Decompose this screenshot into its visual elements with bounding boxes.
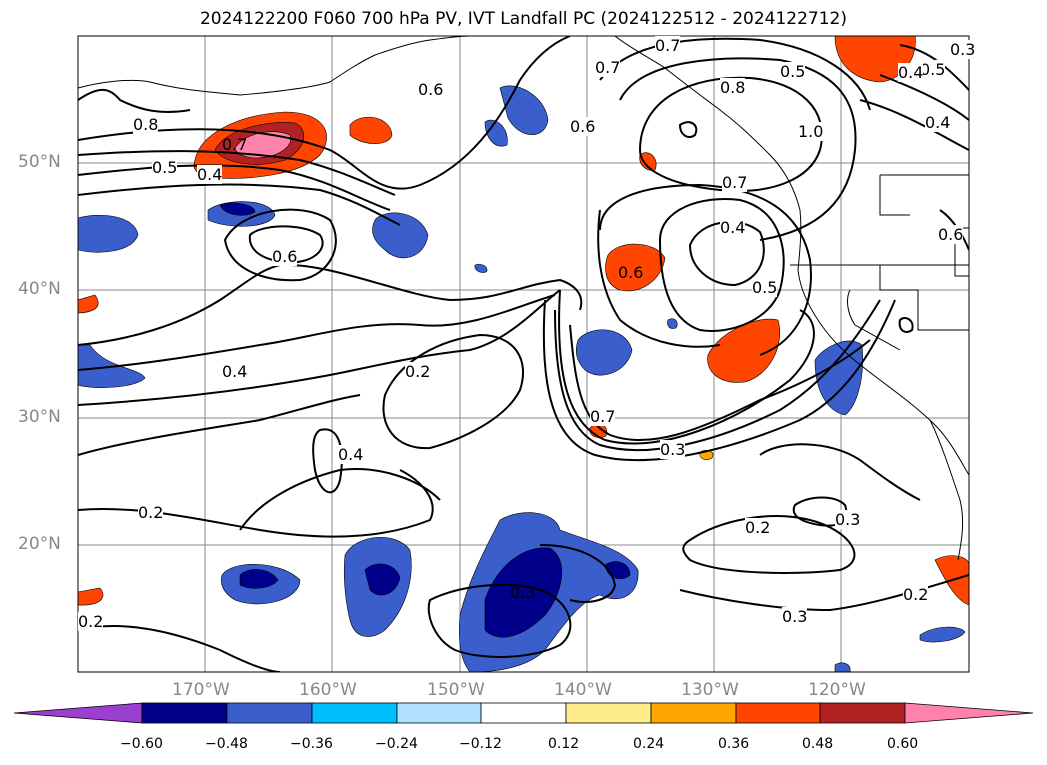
colorbar-tick: −0.60 [120,736,163,752]
lon-label-170w: 170°W [172,680,230,700]
contour-label: 0.8 [133,115,159,134]
lon-label-120w: 120°W [808,680,866,700]
contour-label: 0.6 [570,117,596,136]
contour-label: 0.7 [655,36,681,55]
colorbar-extend-max [904,702,1034,724]
colorbar-tick: −0.48 [205,736,248,752]
contour-label: 0.5 [752,278,778,297]
contour-label: 0.6 [272,247,298,266]
lon-label-150w: 150°W [427,680,485,700]
contour-label: 0.3 [782,607,808,626]
contour-label: 0.3 [835,510,861,529]
lat-label-20n: 20°N [18,534,61,554]
contour-label: 0.7 [722,173,748,192]
coastlines [78,36,969,561]
contour-label: 0.7 [222,135,248,154]
contour-label: 0.5 [152,158,178,177]
contour-label: 0.7 [590,407,616,426]
lon-label-140w: 140°W [554,680,612,700]
colorbar [13,702,1034,724]
contour-label: 0.4 [338,445,364,464]
map-title: 2024122200 F060 700 hPa PV, IVT Landfall… [199,9,847,29]
colorbar-tick: −0.24 [375,736,418,752]
contour-label: 0.4 [720,218,746,237]
contour-label: 0.8 [720,78,746,97]
contour-label: 0.4 [925,113,951,132]
contour-label: 0.2 [903,585,929,604]
contour-label: 0.5 [920,60,946,79]
contour-label: 0.4 [197,165,223,184]
contour-label: 0.4 [898,63,924,82]
colorbar-tick: 0.36 [718,736,750,752]
contour-label: 1.0 [798,122,824,141]
contour-label: 0.4 [222,362,248,381]
contour-label: 0.6 [618,263,644,282]
contour-label: 0.2 [745,518,771,537]
contour-label: 0.6 [418,80,444,99]
lat-label-50n: 50°N [18,152,61,172]
pv-shading [78,36,969,672]
contour-label: 0.3 [510,583,536,602]
lat-label-30n: 30°N [18,407,61,427]
contour-label: 0.6 [938,225,964,244]
colorbar-tick: 0.60 [887,736,919,752]
colorbar-extend-min [13,702,143,724]
lon-label-160w: 160°W [299,680,357,700]
contour-label: 0.3 [660,440,686,459]
contour-label: 0.5 [780,62,806,81]
contour-label: 0.2 [78,612,104,631]
colorbar-tick: 0.24 [633,736,665,752]
contour-label: 0.2 [138,503,164,522]
colorbar-tick: 0.48 [802,736,834,752]
contour-label: 0.2 [405,362,431,381]
colorbar-tick: 0.12 [548,736,580,752]
colorbar-tick: −0.36 [290,736,333,752]
colorbar-tick: −0.12 [459,736,502,752]
lat-label-40n: 40°N [18,279,61,299]
contour-label: 0.7 [595,58,621,77]
lon-label-130w: 130°W [681,680,739,700]
contour-label: 0.3 [950,40,976,59]
